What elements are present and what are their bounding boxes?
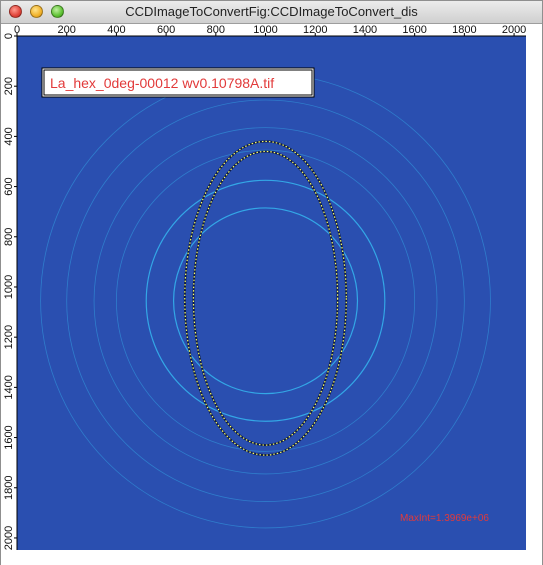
y-tick-label: 1000 <box>3 275 15 299</box>
x-tick-label: 800 <box>207 24 225 36</box>
detector-image[interactable] <box>17 36 526 550</box>
x-tick-label: 200 <box>58 24 76 36</box>
integration-ellipse[interactable] <box>192 150 339 446</box>
x-tick-label: 400 <box>107 24 125 36</box>
y-tick-label: 0 <box>3 33 15 39</box>
x-axis: 0 200 400 600 800 1000 1200 1400 1600 1800 2000 <box>14 24 526 37</box>
x-tick-label: 1200 <box>303 24 327 36</box>
close-window-button[interactable] <box>9 5 22 18</box>
y-tick-label: 1800 <box>3 476 15 500</box>
x-tick-label: 2000 <box>502 24 526 36</box>
window-title: CCDImageToConvertFig:CCDImageToConvert_d… <box>125 4 418 19</box>
x-tick-label: 1800 <box>452 24 476 36</box>
ccd-image-plot[interactable]: La_hex_0deg-00012 wv0.10798A.tif MaxInt=… <box>1 24 542 565</box>
y-tick-label: 600 <box>3 177 15 195</box>
y-tick-label: 400 <box>3 127 15 145</box>
y-tick-label: 2000 <box>3 526 15 550</box>
diffraction-ring <box>66 99 465 502</box>
x-tick-label: 0 <box>14 24 20 36</box>
diffraction-ring <box>172 207 359 395</box>
zoom-window-button[interactable] <box>51 5 64 18</box>
title-bar[interactable]: CCDImageToConvertFig:CCDImageToConvert_d… <box>1 1 542 24</box>
diffraction-rings <box>40 73 491 529</box>
integration-ellipse[interactable] <box>184 140 347 456</box>
integration-ellipses <box>183 140 348 457</box>
y-tick-label: 1200 <box>3 325 15 349</box>
diffraction-ring <box>116 149 416 452</box>
x-tick-label: 1000 <box>253 24 277 36</box>
y-tick-label: 800 <box>3 228 15 246</box>
x-tick-label: 1600 <box>402 24 426 36</box>
y-tick-label: 1400 <box>3 375 15 399</box>
max-intensity-label: MaxInt=1.3969e+06 <box>400 513 489 524</box>
image-label-box: La_hex_0deg-00012 wv0.10798A.tif <box>41 67 315 98</box>
y-tick-label: 200 <box>3 77 15 95</box>
x-tick-label: 1400 <box>353 24 377 36</box>
minimize-window-button[interactable] <box>30 5 43 18</box>
diffraction-ring <box>145 179 386 422</box>
y-axis: 0 200 400 600 800 1000 1200 1400 1600 1800 2000 <box>3 33 18 550</box>
x-tick-label: 600 <box>157 24 175 36</box>
image-label: La_hex_0deg-00012 wv0.10798A.tif <box>50 75 274 91</box>
diffraction-ring <box>93 127 438 475</box>
y-tick-label: 1600 <box>3 425 15 449</box>
